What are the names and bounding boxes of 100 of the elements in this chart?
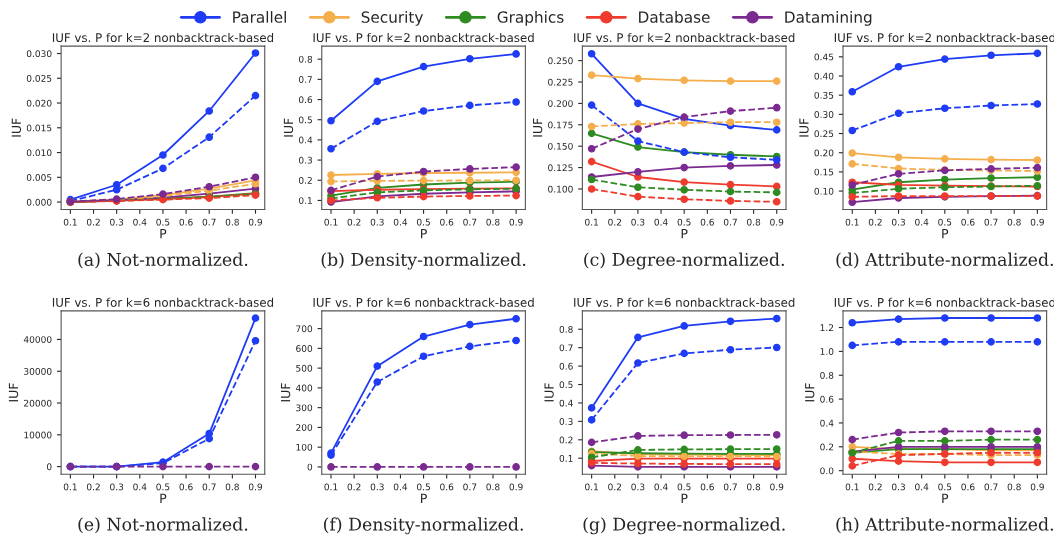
x-tick-label: 0.4: [915, 218, 929, 226]
text: (e) Not-normalized.: [78, 517, 248, 534]
x-tick-label: 0.1: [845, 483, 859, 491]
y-tick-label: 0.8: [298, 55, 313, 63]
y-tick-label: 0.150: [548, 142, 573, 150]
x-tick-label: 0.9: [1030, 483, 1044, 491]
y-tick-label: 0.7: [559, 344, 573, 352]
y-tick-label: 0.3: [559, 418, 573, 425]
x-tick-label: 0.6: [179, 483, 193, 491]
x-tick-label: 0.9: [509, 483, 523, 491]
x-tick-label: 0.9: [770, 483, 784, 491]
y-tick-label: 0.015: [26, 124, 52, 132]
x-tick-label: 0.2: [608, 483, 622, 491]
x-axis-title: P: [942, 229, 949, 239]
y-tick-label: 0.40: [814, 72, 834, 80]
x-tick-label: 0.2: [86, 483, 100, 491]
x-tick-label: 0.3: [891, 218, 905, 226]
legend-label: Database: [639, 11, 710, 23]
y-tick-label: 0.30: [814, 111, 834, 118]
x-tick-label: 0.1: [324, 483, 338, 491]
y-tick-label: 0.4: [559, 399, 573, 407]
y-tick-label: 0.3: [298, 156, 313, 164]
y-tick-label: 0.1: [559, 454, 573, 462]
x-tick-label: 0.2: [86, 218, 100, 226]
y-tick-label: 0.125: [548, 164, 573, 172]
y-tick-label: 0.45: [814, 53, 834, 61]
x-tick-label: 0.8: [1007, 483, 1021, 491]
y-tick-label: 0.7: [298, 76, 312, 83]
x-tick-label: 0.7: [723, 218, 737, 226]
x-tick-label: 0.1: [585, 483, 598, 491]
y-tick-label: 500: [296, 364, 313, 372]
x-tick-label: 0.5: [416, 483, 430, 491]
y-tick-label: 20000: [24, 399, 52, 407]
x-tick-label: 0.2: [608, 218, 622, 226]
x-tick-label: 0.9: [248, 483, 263, 491]
x-tick-label: 0.5: [156, 218, 170, 226]
y-tick-label: 200: [296, 424, 313, 431]
y-tick-label: 700: [296, 325, 313, 333]
y-tick-label: 300: [296, 404, 313, 412]
y-tick-label: 0.020: [26, 99, 52, 107]
y-tick-label: 1.2: [820, 324, 834, 331]
y-axis-title: IUF: [533, 118, 543, 137]
text: (d) Attribute-normalized.: [836, 252, 1053, 269]
y-tick-label: 1.0: [820, 348, 834, 355]
x-tick-label: 0.9: [248, 218, 263, 226]
x-tick-label: 0.3: [631, 218, 645, 226]
y-tick-label: 0.000: [26, 198, 52, 206]
y-tick-label: 0.1: [298, 197, 312, 204]
x-tick-label: 0.8: [747, 483, 761, 491]
x-tick-label: 0.5: [677, 483, 691, 491]
x-tick-label: 0.2: [868, 218, 882, 226]
x-tick-label: 0.3: [110, 483, 124, 491]
y-tick-label: 0.6: [820, 395, 834, 403]
x-axis-title: P: [421, 229, 427, 239]
x-axis-title: P: [421, 493, 427, 503]
chart-title: IUF vs. P for k=6 nonbacktrack-based: [313, 297, 534, 307]
x-tick-label: 0.7: [202, 483, 216, 491]
y-tick-label: 30000: [24, 367, 52, 375]
y-tick-label: 0: [307, 463, 313, 471]
x-tick-label: 0.4: [393, 483, 408, 491]
y-tick-label: 0.15: [814, 168, 834, 176]
x-tick-label: 0.1: [585, 218, 598, 226]
y-tick-label: 0.2: [298, 176, 312, 184]
y-tick-label: 600: [296, 345, 313, 352]
x-tick-label: 0.5: [677, 218, 691, 226]
y-tick-label: 0.8: [559, 325, 573, 333]
chart-title: IUF vs. P for k=6 nonbacktrack-based: [574, 297, 795, 307]
y-axis-title: IUF: [283, 118, 294, 137]
x-tick-label: 0.6: [440, 483, 454, 491]
text: (a) Not-normalized.: [78, 252, 248, 269]
x-tick-label: 0.3: [891, 483, 905, 491]
y-tick-label: 0.005: [26, 174, 52, 181]
x-tick-label: 0.5: [416, 218, 430, 226]
x-tick-label: 0.8: [225, 483, 239, 491]
legend-label: Security: [361, 11, 423, 26]
text: (f) Density-normalized.: [323, 517, 523, 535]
x-tick-label: 0.3: [110, 218, 124, 226]
x-tick-label: 0.6: [179, 218, 193, 226]
x-tick-label: 0.6: [700, 218, 714, 226]
y-tick-label: 0.100: [548, 185, 573, 193]
x-tick-label: 0.4: [133, 483, 147, 491]
x-tick-label: 0.1: [845, 218, 859, 226]
y-tick-label: 0.175: [548, 121, 573, 129]
chart-title: IUF vs. P for k=2 nonbacktrack-based: [52, 32, 274, 43]
x-tick-label: 0.4: [915, 483, 929, 491]
y-tick-label: 0.200: [548, 100, 573, 107]
x-tick-label: 0.5: [938, 218, 952, 226]
x-tick-label: 0.9: [1030, 218, 1044, 226]
y-tick-label: 0.010: [26, 149, 52, 157]
y-tick-label: 0.4: [298, 136, 313, 144]
legend-label: Graphics: [497, 11, 564, 26]
y-tick-label: 0.250: [548, 57, 573, 65]
y-tick-label: 0.6: [559, 362, 573, 370]
x-axis-title: P: [160, 493, 167, 503]
y-axis-title: IUF: [805, 383, 815, 402]
y-tick-label: 0: [46, 463, 52, 471]
x-tick-label: 0.2: [347, 483, 361, 491]
y-tick-label: 0.8: [820, 371, 834, 379]
x-tick-label: 0.8: [1007, 218, 1021, 226]
x-tick-label: 0.8: [486, 218, 500, 226]
